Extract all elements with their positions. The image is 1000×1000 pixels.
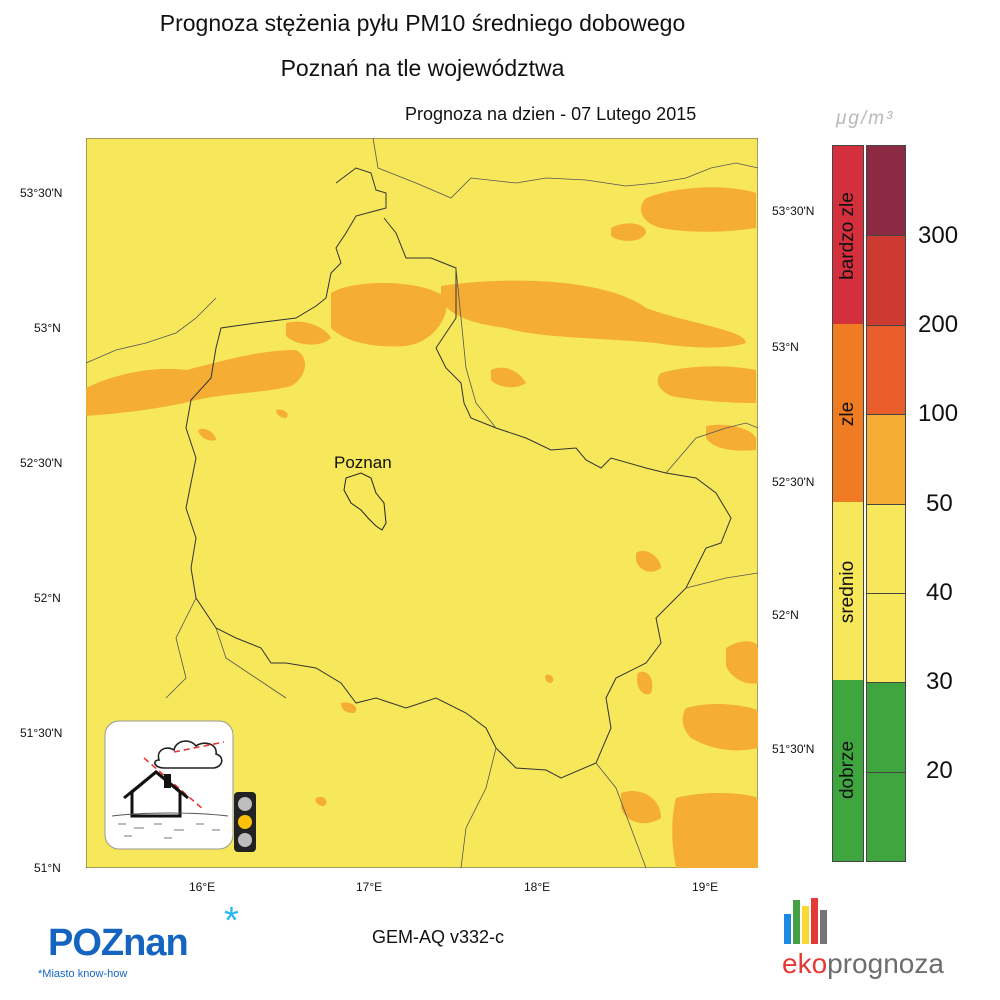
lon-label: 16°E (189, 880, 216, 894)
colorbar-value: 40 (926, 579, 953, 606)
colorbar-value: 50 (926, 490, 953, 517)
pollution-patch (706, 424, 756, 451)
lat-label-right: 53°30'N (772, 204, 815, 218)
pollution-patch (491, 367, 526, 388)
forecast-date: Prognoza na dzien - 07 Lutego 2015 (405, 104, 697, 124)
lon-label: 17°E (356, 880, 383, 894)
colorbar-value: 20 (926, 757, 953, 784)
pollution-patch (315, 796, 327, 806)
colorbar-level-swatch (867, 503, 905, 593)
pollution-patch (611, 223, 646, 241)
colorbar-level-swatch (867, 146, 905, 236)
colorbar-value: 100 (918, 400, 959, 427)
category-dobrze: dobrze (833, 680, 863, 861)
lat-label-right: 51°30'N (772, 742, 815, 756)
colorbar-value: 30 (926, 668, 953, 695)
poznan-tagline: *Miasto know-how (38, 968, 128, 980)
lat-label-left: 53°30'N (20, 186, 63, 200)
model-label: GEM-AQ v332-c (372, 927, 505, 947)
lon-label: 19°E (692, 880, 719, 894)
pollution-patch (331, 282, 447, 347)
pollution-patch (637, 671, 653, 695)
pollution-patch (726, 641, 758, 684)
pollution-patch (641, 187, 756, 232)
colorbar-level-swatch (867, 682, 905, 772)
pollution-patch (198, 428, 216, 441)
unit-label: μg/m³ (836, 108, 895, 129)
lon-label: 18°E (524, 880, 551, 894)
ekoprognoza-logo: ekoprognoza (782, 948, 944, 979)
lat-label-left: 53°N (34, 321, 61, 335)
pollution-patch (276, 409, 288, 418)
poznan-logo: POZnan (48, 922, 189, 964)
lat-label-left: 52°N (34, 591, 61, 605)
lat-label-right: 52°30'N (772, 475, 815, 489)
lat-label-right: 52°N (772, 608, 799, 622)
air-quality-icon (104, 720, 256, 852)
pollution-patch (545, 674, 554, 683)
lat-label-left: 51°30'N (20, 726, 63, 740)
colorbar-value: 200 (918, 311, 959, 338)
category-bardzo-zle: bardzo zle (833, 146, 863, 324)
pollution-patch (621, 790, 661, 824)
colorbar-level-swatch (867, 324, 905, 415)
pollution-patch (636, 550, 661, 572)
lat-label-left: 52°30'N (20, 456, 63, 470)
pollution-patch (672, 793, 758, 868)
colorbar-levels (866, 145, 906, 862)
pollution-patch (86, 350, 306, 416)
colorbar-level-swatch (867, 592, 905, 683)
colorbar-level-swatch (867, 771, 905, 861)
category-zle: zle (833, 324, 863, 502)
ekoprognoza-logo-icon (784, 898, 827, 944)
map-title: Prognoza stężenia pyłu PM10 średniego do… (159, 10, 686, 36)
colorbar-level-swatch (867, 235, 905, 325)
lat-label-left: 51°N (34, 861, 61, 875)
colorbar-level-swatch (867, 414, 905, 504)
asterisk-icon: * (224, 900, 239, 942)
pollution-patch (657, 366, 756, 403)
pollution-patch (441, 280, 746, 348)
colorbar-value: 300 (918, 222, 959, 249)
category-srednio: srednio (833, 502, 863, 680)
high-concentration-areas (86, 187, 758, 868)
lat-label-right: 53°N (772, 340, 799, 354)
city-label: Poznan (334, 453, 392, 472)
pollution-patch (341, 702, 357, 713)
pollution-patch (286, 321, 331, 345)
pollution-patch (682, 704, 758, 751)
map-subtitle: Poznań na tle województwa (280, 55, 565, 81)
colorbar-categories: bardzo zle zle srednio dobrze (832, 145, 864, 862)
